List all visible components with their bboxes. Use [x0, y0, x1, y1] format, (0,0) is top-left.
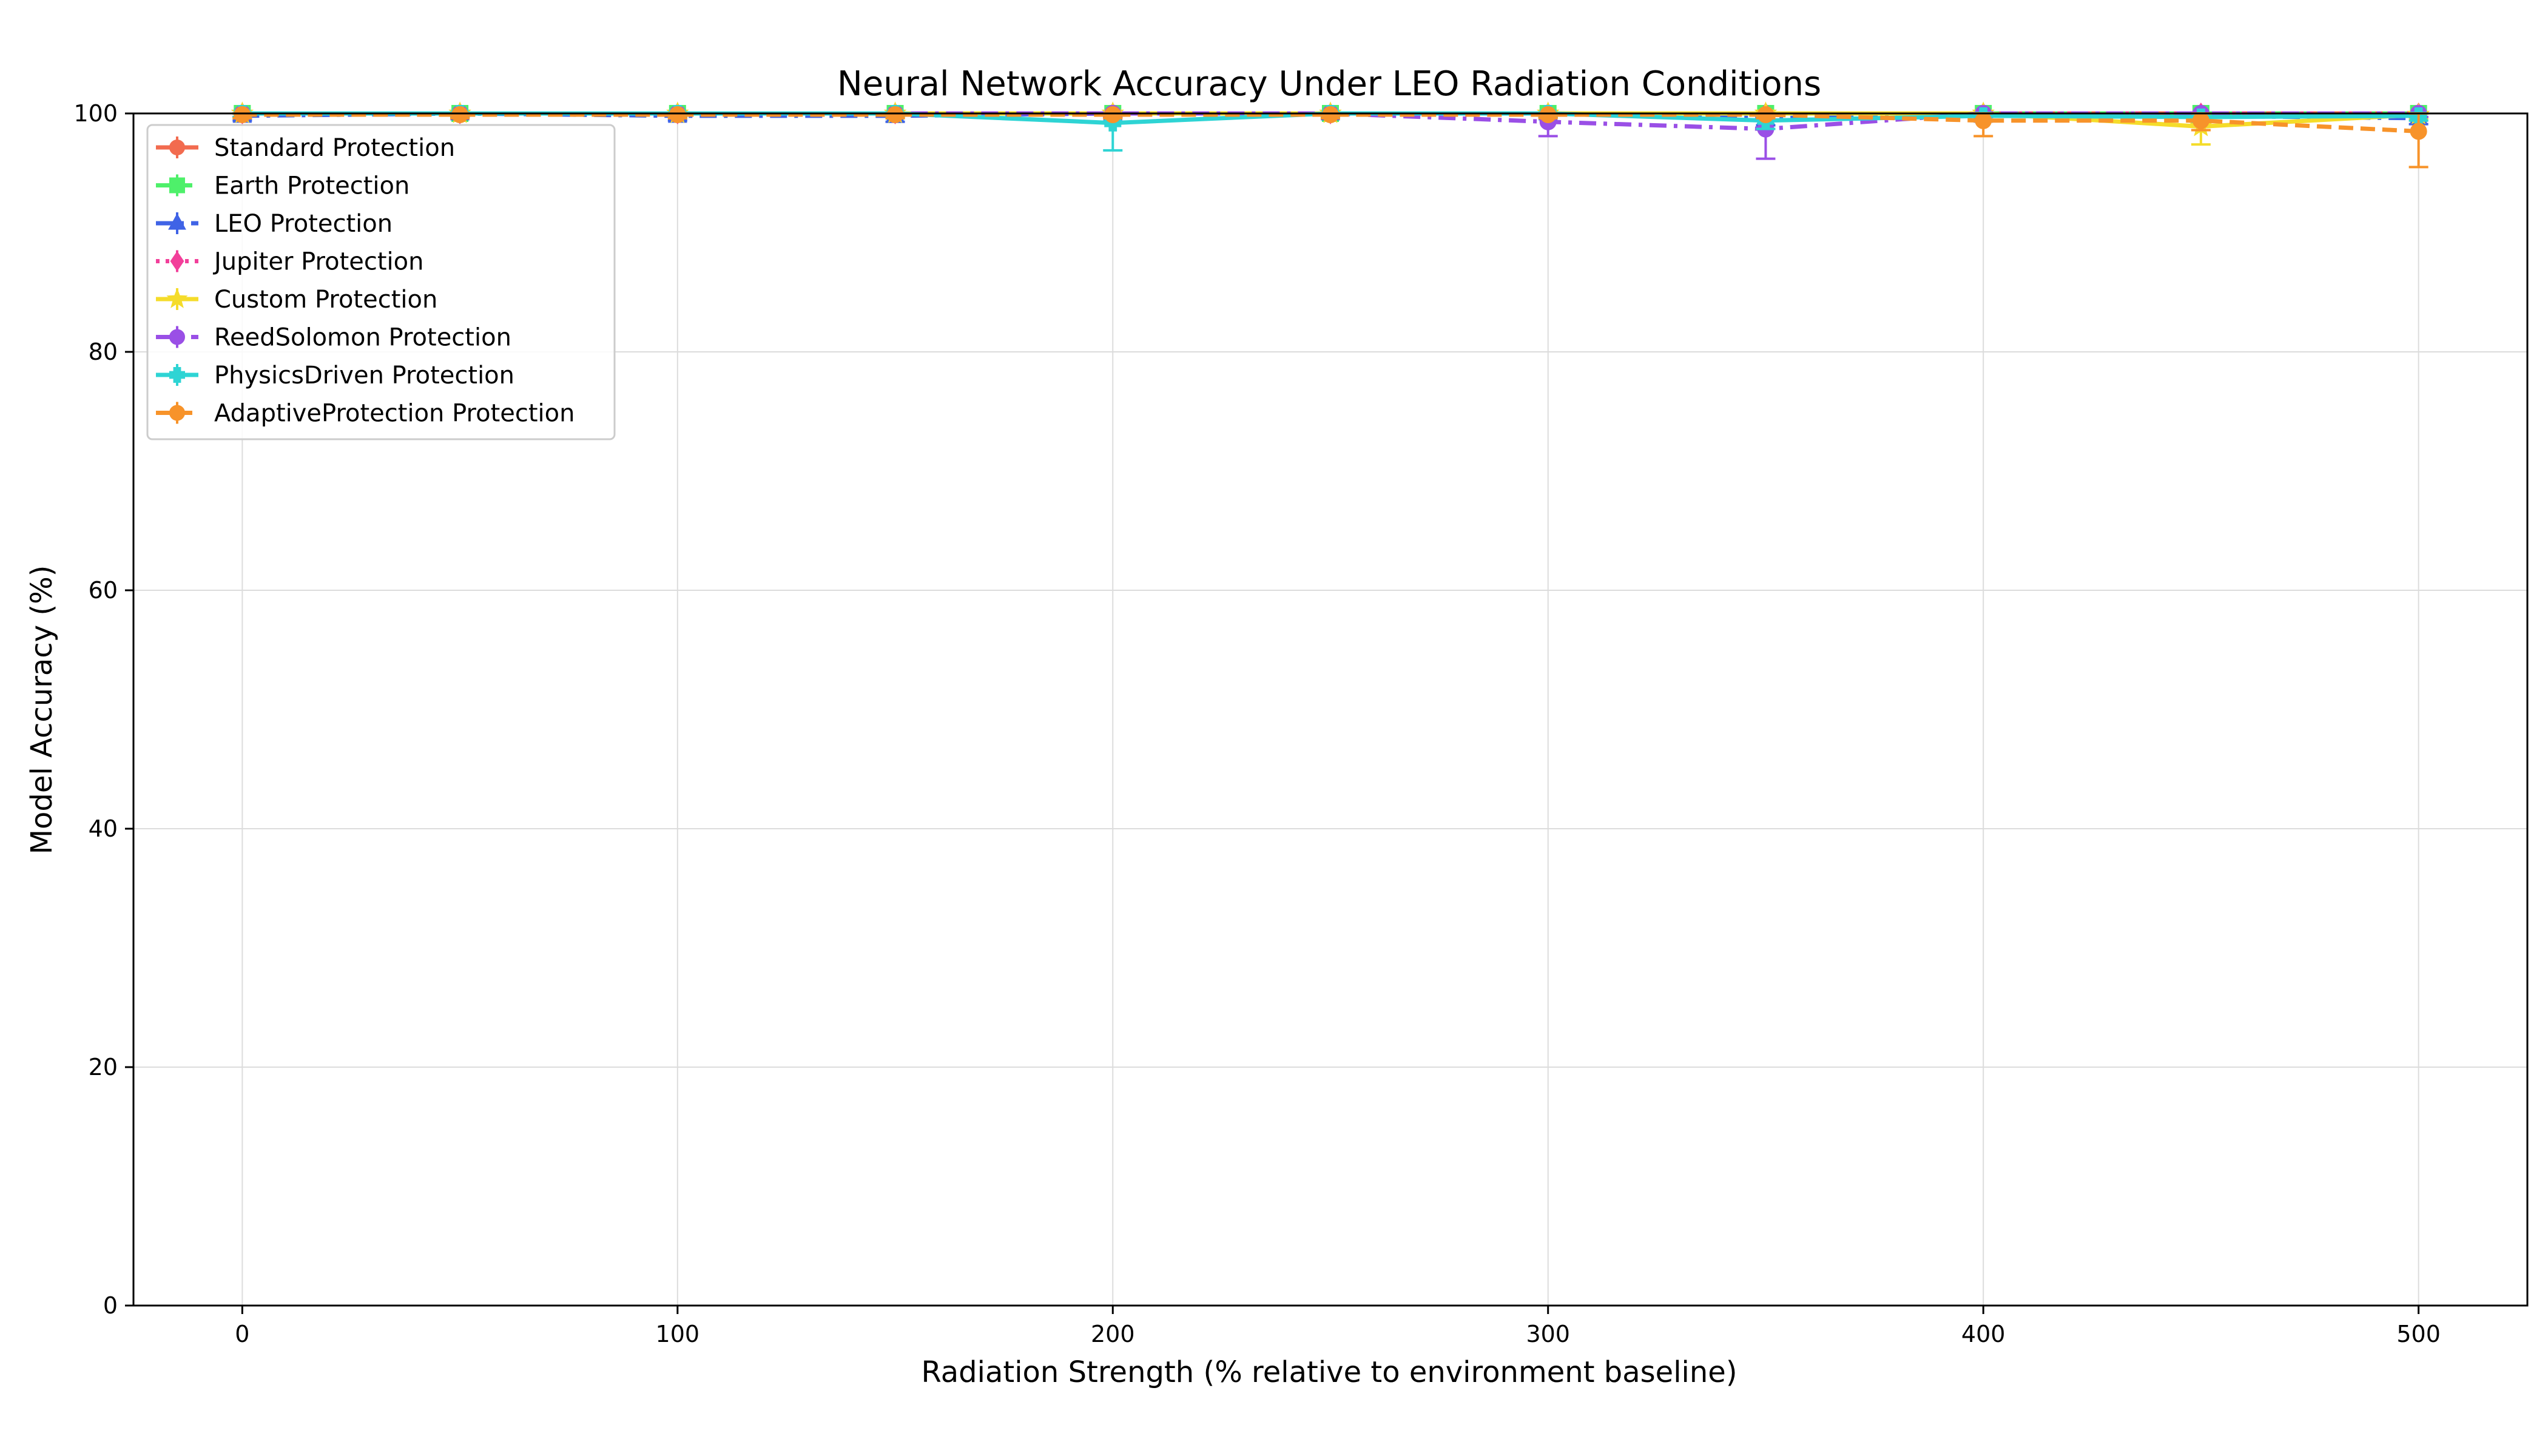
legend-label: LEO Protection	[214, 210, 393, 238]
y-tick-label: 60	[89, 577, 118, 604]
plot-frame	[132, 112, 2529, 1307]
legend-label: Earth Protection	[214, 172, 410, 200]
legend-marker	[169, 367, 185, 383]
legend-label: Standard Protection	[214, 134, 455, 162]
data-point	[1322, 106, 1339, 123]
legend-item: Custom Protection	[156, 286, 437, 314]
data-point	[1975, 112, 1992, 129]
legend-item: AdaptiveProtection Protection	[156, 400, 575, 428]
legend-marker	[166, 288, 188, 308]
y-tick-label: 40	[89, 815, 118, 842]
x-tick-label: 300	[1526, 1321, 1570, 1347]
legend-item: Standard Protection	[156, 134, 455, 162]
y-tick-label: 80	[89, 339, 118, 365]
legend-marker	[169, 329, 185, 345]
legend-item: Earth Protection	[156, 172, 410, 200]
x-axis-label: Radiation Strength (% relative to enviro…	[921, 1355, 1737, 1389]
series-line	[242, 112, 2419, 133]
data-point	[1757, 106, 1774, 123]
legend: Standard Protection Earth Protection LEO P…	[146, 124, 616, 440]
legend-item: ReedSolomon Protection	[156, 324, 511, 352]
data-point	[886, 106, 904, 123]
data-point	[2192, 112, 2209, 129]
legend-label: Custom Protection	[214, 286, 437, 314]
data-point	[669, 106, 686, 123]
legend-label: PhysicsDriven Protection	[214, 362, 514, 389]
x-tick-label: 100	[656, 1321, 700, 1347]
legend-marker	[170, 251, 184, 272]
legend-marker	[169, 140, 185, 155]
legend-item: PhysicsDriven Protection	[156, 362, 514, 389]
data-point	[234, 106, 251, 123]
legend-marker	[169, 177, 185, 194]
x-tick-label: 500	[2396, 1321, 2441, 1347]
x-tick-label: 200	[1091, 1321, 1135, 1347]
legend-box	[146, 124, 616, 440]
data-point	[1539, 106, 1557, 123]
y-tick-label: 0	[103, 1292, 118, 1319]
x-tick-label: 0	[235, 1321, 249, 1347]
legend-item: Jupiter Protection	[156, 248, 423, 276]
y-tick-label: 20	[89, 1054, 118, 1080]
legend-label: ReedSolomon Protection	[214, 324, 511, 352]
axis-ticks: 0 100 200 300 400 500 0 20 40 60 80 100	[73, 100, 2440, 1347]
data-point	[1104, 106, 1122, 123]
legend-marker	[168, 213, 186, 230]
legend-marker	[169, 405, 185, 421]
chart-title: Neural Network Accuracy Under LEO Radiat…	[837, 64, 1821, 104]
x-tick-label: 400	[1961, 1321, 2006, 1347]
legend-item: LEO Protection	[156, 210, 393, 238]
y-axis-label: Model Accuracy (%)	[25, 565, 59, 855]
y-tick-label: 100	[73, 100, 118, 127]
legend-label: Jupiter Protection	[212, 248, 423, 276]
data-point	[451, 106, 469, 123]
legend-label: AdaptiveProtection Protection	[214, 400, 575, 428]
data-point	[2410, 123, 2427, 140]
